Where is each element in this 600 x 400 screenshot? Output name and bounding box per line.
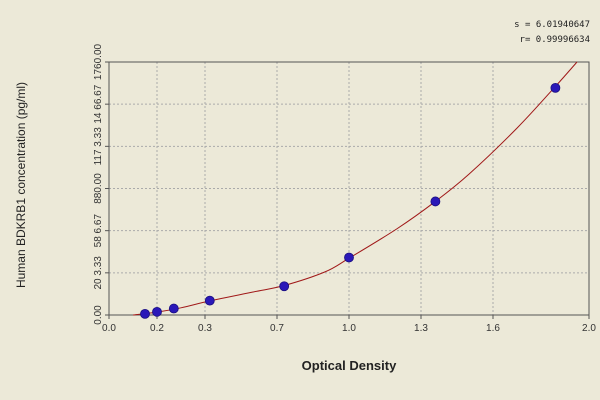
data-point	[344, 252, 354, 263]
stat-s: s = 6.01940647	[514, 20, 590, 30]
data-point	[152, 306, 162, 317]
data-point	[204, 295, 215, 306]
x-tick-label: 1.3	[414, 323, 428, 334]
y-tick-label: 58 6.67	[93, 214, 104, 248]
stat-r: r= 0.99996634	[520, 35, 590, 45]
x-tick-label: 1.6	[486, 323, 500, 334]
y-tick-label: 14 66.67	[93, 84, 104, 123]
data-point	[140, 308, 150, 319]
x-tick-label: 0.2	[150, 323, 164, 334]
x-tick-label: 0.3	[198, 323, 212, 334]
data-point	[279, 281, 290, 292]
data-point	[550, 82, 561, 93]
x-axis-ticks: 0.0 0.2 0.3 0.7 1.0 1.3 1.6 2.0	[102, 315, 596, 334]
x-tick-label: 0.7	[270, 323, 284, 334]
x-axis-label: Optical Density	[302, 358, 397, 373]
x-tick-label: 1.0	[342, 323, 356, 334]
y-axis-label: Human BDKRB1 concentration (pg/ml)	[14, 82, 28, 288]
data-point	[168, 303, 179, 314]
y-axis-ticks: 0.00 20 3.33 58 6.67 880.00 117 3.33 14 66.67…	[93, 43, 109, 325]
data-point	[430, 196, 441, 207]
grid	[109, 62, 589, 315]
y-tick-label: 0.00	[93, 305, 104, 325]
x-tick-label: 0.0	[102, 323, 116, 334]
y-tick-label: 1760.00	[93, 43, 104, 80]
fit-curve	[132, 61, 578, 316]
data-points	[140, 82, 561, 319]
x-tick-label: 2.0	[582, 323, 596, 334]
y-tick-label: 880.00	[93, 173, 104, 204]
y-tick-label: 117 3.33	[93, 127, 104, 166]
y-tick-label: 20 3.33	[93, 256, 104, 290]
